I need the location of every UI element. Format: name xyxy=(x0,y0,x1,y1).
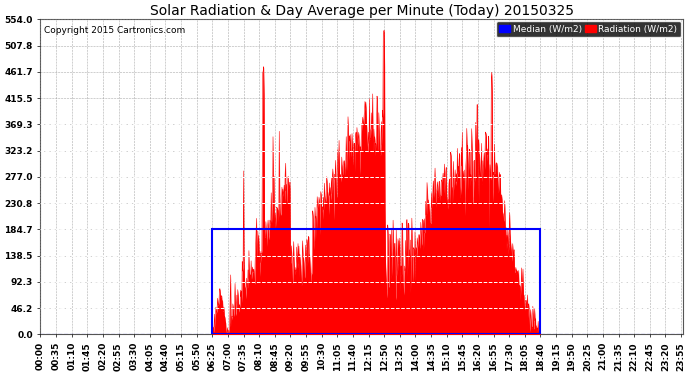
Bar xyxy=(213,230,540,334)
Legend: Median (W/m2), Radiation (W/m2): Median (W/m2), Radiation (W/m2) xyxy=(496,21,681,38)
Text: Copyright 2015 Cartronics.com: Copyright 2015 Cartronics.com xyxy=(43,26,185,34)
Title: Solar Radiation & Day Average per Minute (Today) 20150325: Solar Radiation & Day Average per Minute… xyxy=(150,4,573,18)
